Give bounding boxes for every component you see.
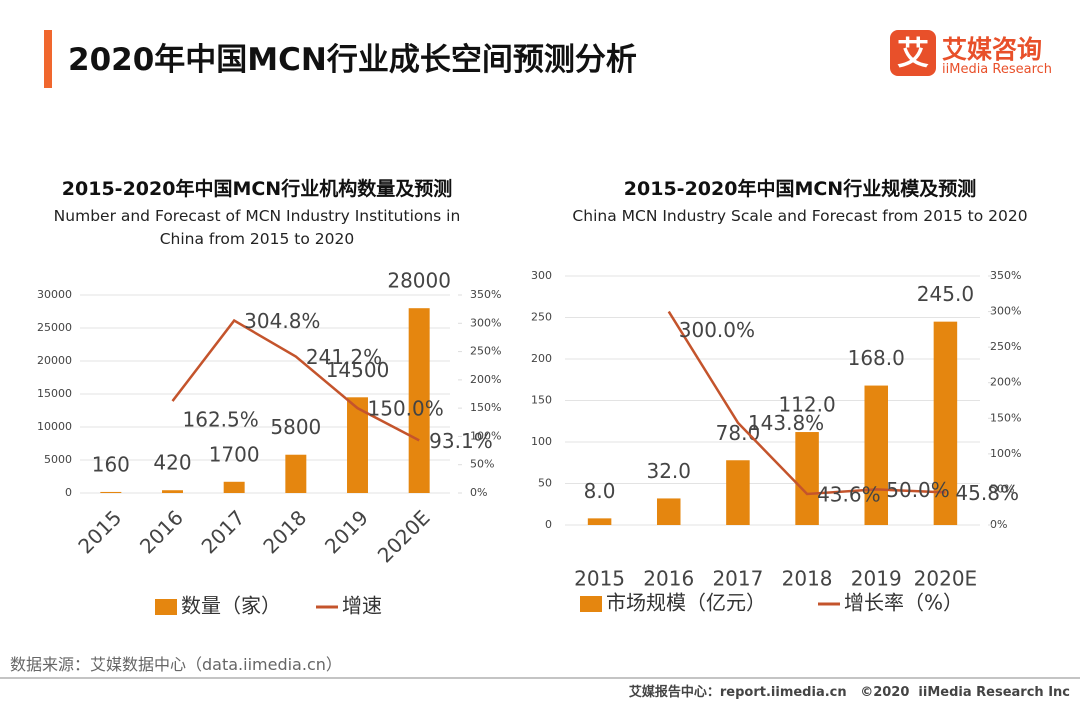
source-note: 数据来源：艾媒数据中心（data.iimedia.cn）: [10, 655, 342, 674]
legend-swatch: [580, 596, 602, 612]
x-tick-label: 2016: [135, 505, 188, 558]
x-tick-label: 2018: [782, 567, 833, 591]
x-tick-label: 2015: [574, 567, 625, 591]
data-label: 50.0%: [886, 478, 950, 502]
chart-title: 2015-2020年中国MCN行业规模及预测: [623, 178, 977, 200]
y2-tick-label: 150%: [470, 401, 501, 414]
y2-tick-label: 300%: [470, 316, 501, 329]
x-tick-label: 2019: [851, 567, 902, 591]
legend-label: 市场规模（亿元）: [606, 591, 766, 615]
x-tick-label: 2015: [73, 505, 126, 558]
x-tick-label: 2018: [258, 505, 311, 558]
bar: [285, 454, 307, 493]
y-tick-label: 15000: [37, 387, 72, 400]
x-tick-label: 2017: [197, 505, 250, 558]
data-label: 112.0: [778, 393, 835, 417]
logo-cn: 艾媒咨询: [942, 35, 1043, 64]
y-tick-label: 5000: [44, 453, 72, 466]
y2-tick-label: 50%: [470, 458, 494, 471]
y-tick-label: 25000: [37, 321, 72, 334]
chart-subtitle: Number and Forecast of MCN Industry Inst…: [53, 207, 461, 248]
y2-tick-label: 0%: [990, 518, 1007, 531]
data-label: 245.0: [917, 282, 974, 306]
data-label: 162.5%: [183, 408, 259, 432]
data-label: 78.0: [716, 421, 761, 445]
title-accent: [44, 30, 52, 88]
line: [667, 310, 946, 496]
x-tick-label: 2020E: [373, 505, 435, 567]
logo-en: iiMedia Research: [942, 62, 1053, 77]
bar: [795, 432, 819, 525]
y-tick-label: 300: [531, 269, 552, 282]
data-label: 143.8%: [748, 411, 824, 435]
bar: [933, 321, 958, 525]
y-tick-label: 50: [538, 477, 552, 490]
data-label: 93.1%: [429, 429, 493, 453]
y2-tick-label: 250%: [990, 340, 1021, 353]
y2-tick-label: 100%: [470, 429, 501, 442]
y-tick-label: 10000: [37, 420, 72, 433]
data-label: 304.8%: [244, 309, 320, 333]
data-label: 1700: [209, 442, 260, 466]
y2-tick-label: 0%: [470, 486, 487, 499]
data-label: 168.0: [848, 346, 905, 370]
chart-subtitle: China MCN Industry Scale and Forecast fr…: [572, 207, 1028, 225]
y-tick-label: 0: [65, 486, 72, 499]
y-tick-label: 200: [531, 352, 552, 365]
legend-swatch: [155, 599, 177, 615]
y2-tick-label: 50%: [990, 482, 1014, 495]
line: [171, 318, 420, 442]
y2-tick-label: 250%: [470, 345, 501, 358]
data-label: 32.0: [646, 459, 691, 483]
data-label: 300.0%: [679, 318, 755, 342]
y2-tick-label: 150%: [990, 411, 1021, 424]
legend-label: 增长率（%）: [844, 591, 963, 615]
y-tick-label: 0: [545, 518, 552, 531]
y-tick-label: 100: [531, 435, 552, 448]
data-label: 28000: [387, 269, 451, 293]
y-tick-label: 150: [531, 394, 552, 407]
bar: [100, 491, 122, 493]
bar: [347, 397, 368, 493]
data-label: 241.2%: [306, 345, 382, 369]
data-label: 150.0%: [368, 397, 444, 421]
y2-tick-label: 350%: [990, 269, 1021, 282]
y2-tick-label: 200%: [990, 376, 1021, 389]
data-label: 45.8%: [955, 481, 1019, 505]
data-label: 43.6%: [817, 482, 881, 506]
page-title: 2020年中国MCN行业成长空间预测分析: [68, 42, 637, 78]
footer: 艾媒报告中心：report.iimedia.cn ©2020 iiMedia R…: [628, 685, 1070, 700]
data-label: 5800: [270, 415, 321, 439]
bar: [408, 308, 430, 493]
x-tick-label: 2016: [643, 567, 694, 591]
chart-title: 2015-2020年中国MCN行业机构数量及预测: [61, 178, 453, 200]
y2-tick-label: 100%: [990, 447, 1021, 460]
x-tick-label: 2020E: [914, 567, 978, 591]
y-tick-label: 20000: [37, 354, 72, 367]
y2-tick-label: 300%: [990, 305, 1021, 318]
y-tick-label: 250: [531, 311, 552, 324]
data-label: 160: [92, 452, 130, 476]
x-tick-label: 2017: [712, 567, 763, 591]
x-tick-label: 2019: [320, 505, 373, 558]
y-tick-label: 30000: [37, 288, 72, 301]
data-label: 8.0: [584, 479, 616, 503]
y2-tick-label: 350%: [470, 288, 501, 301]
bar: [726, 460, 750, 525]
y2-tick-label: 200%: [470, 373, 501, 386]
legend-label: 增速: [342, 594, 382, 618]
legend-label: 数量（家）: [181, 594, 281, 618]
bar: [162, 490, 183, 493]
bar: [656, 498, 681, 525]
bar: [223, 481, 245, 493]
logo-mark: 艾: [890, 30, 936, 76]
data-label: 14500: [326, 358, 390, 382]
data-label: 420: [153, 451, 191, 475]
bar: [587, 518, 612, 525]
